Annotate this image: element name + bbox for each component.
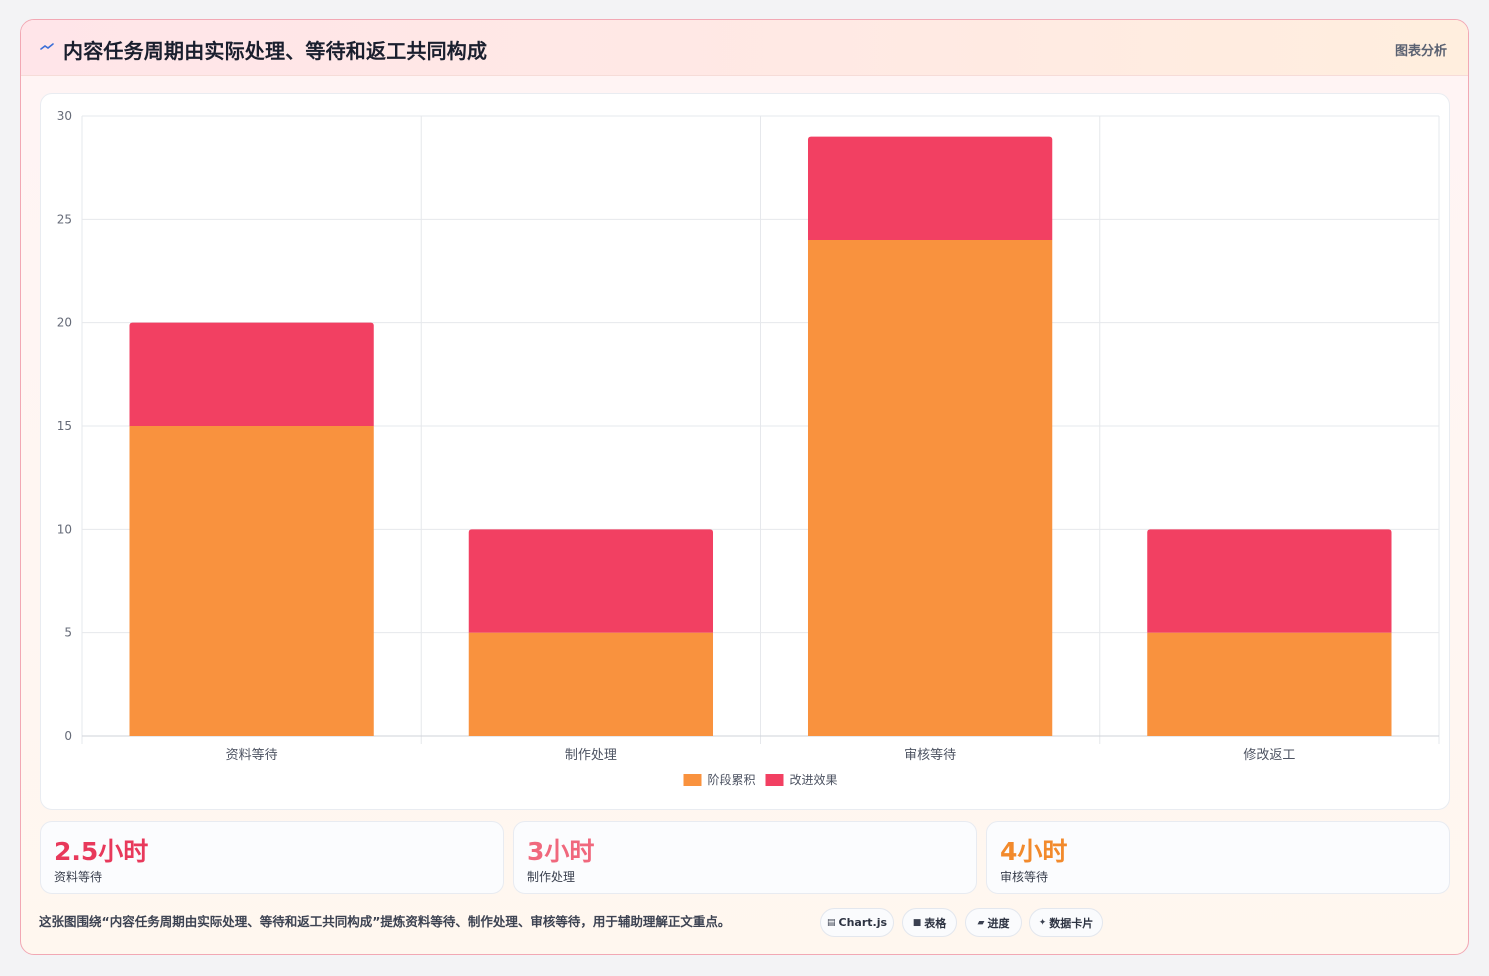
stat-label-2: 制作处理 [527,870,576,884]
stat-value-2: 3小时 [527,837,595,866]
stat-label-3: 审核等待 [1000,870,1049,884]
stat-label-1: 资料等待 [54,870,103,884]
bar-segment-2 [1147,529,1392,633]
pill-data-cards[interactable]: ✦ 数据卡片 [1029,908,1103,937]
y-tick-label: 20 [57,316,72,330]
y-tick-label: 5 [64,626,72,640]
legend-label-1: 阶段累积 [708,772,756,787]
stat-value-3: 4小时 [1000,837,1068,866]
trend-icon [40,43,54,50]
pill-label: 数据卡片 [1049,916,1094,930]
chart-description: 这张图围绕“内容任务周期由实际处理、等待和返工共同构成”提炼资料等待、制作处理、… [39,914,731,929]
y-tick-label: 0 [64,729,72,743]
table-icon: ■ [912,917,922,928]
y-tick-label: 25 [57,212,72,226]
bar-segment-1 [807,240,1053,736]
card-header: 内容任务周期由实际处理、等待和返工共同构成 图表分析 [21,20,1468,76]
pill-label: 表格 [924,916,947,930]
bar-segment-1 [129,426,374,736]
y-tick-label: 15 [57,419,72,433]
y-tick-label: 30 [57,109,72,123]
page-title: 内容任务周期由实际处理、等待和返工共同构成 [63,39,488,63]
bar-segment-2 [129,322,374,426]
stat-card-2: 3小时 制作处理 [513,821,977,894]
x-tick-label: 制作处理 [565,748,617,763]
chart-analysis-tag: 图表分析 [1394,44,1447,59]
sparkle-icon: ✦ [1038,917,1047,928]
x-tick-label: 修改返工 [1243,748,1295,763]
bar-segment-2 [807,136,1053,240]
stat-card-1: 2.5小时 资料等待 [40,821,504,894]
stat-card-3: 4小时 审核等待 [986,821,1450,894]
bar-segment-2 [468,529,714,633]
pill-chartjs[interactable]: ▤ Chart.js [820,908,894,937]
x-tick-label: 审核等待 [904,747,956,763]
stat-value-1: 2.5小时 [54,837,149,866]
pill-label: Chart.js [838,916,888,929]
legend-swatch-1 [683,774,702,786]
bar-segment-1 [468,632,714,736]
chart-panel: 0 5 10 15 20 25 30 资料等待 制作处理 审核等待 修改返工阶段累积 改进效果 [40,93,1450,810]
pill-progress[interactable]: ▰ 进度 [965,908,1022,937]
x-tick-label: 资料等待 [226,747,278,763]
chart-icon: ▤ [826,917,836,928]
bar-segment-1 [1147,632,1392,736]
chart-card: 内容任务周期由实际处理、等待和返工共同构成 图表分析 0 5 10 15 20 25 30 资… [20,19,1469,955]
pill-label: 进度 [987,916,1010,930]
progress-icon: ▰ [977,917,985,928]
legend-label-2: 改进效果 [790,772,838,787]
legend-swatch-2 [765,774,784,786]
pill-table[interactable]: ■ 表格 [902,908,957,937]
y-tick-label: 10 [57,522,72,536]
